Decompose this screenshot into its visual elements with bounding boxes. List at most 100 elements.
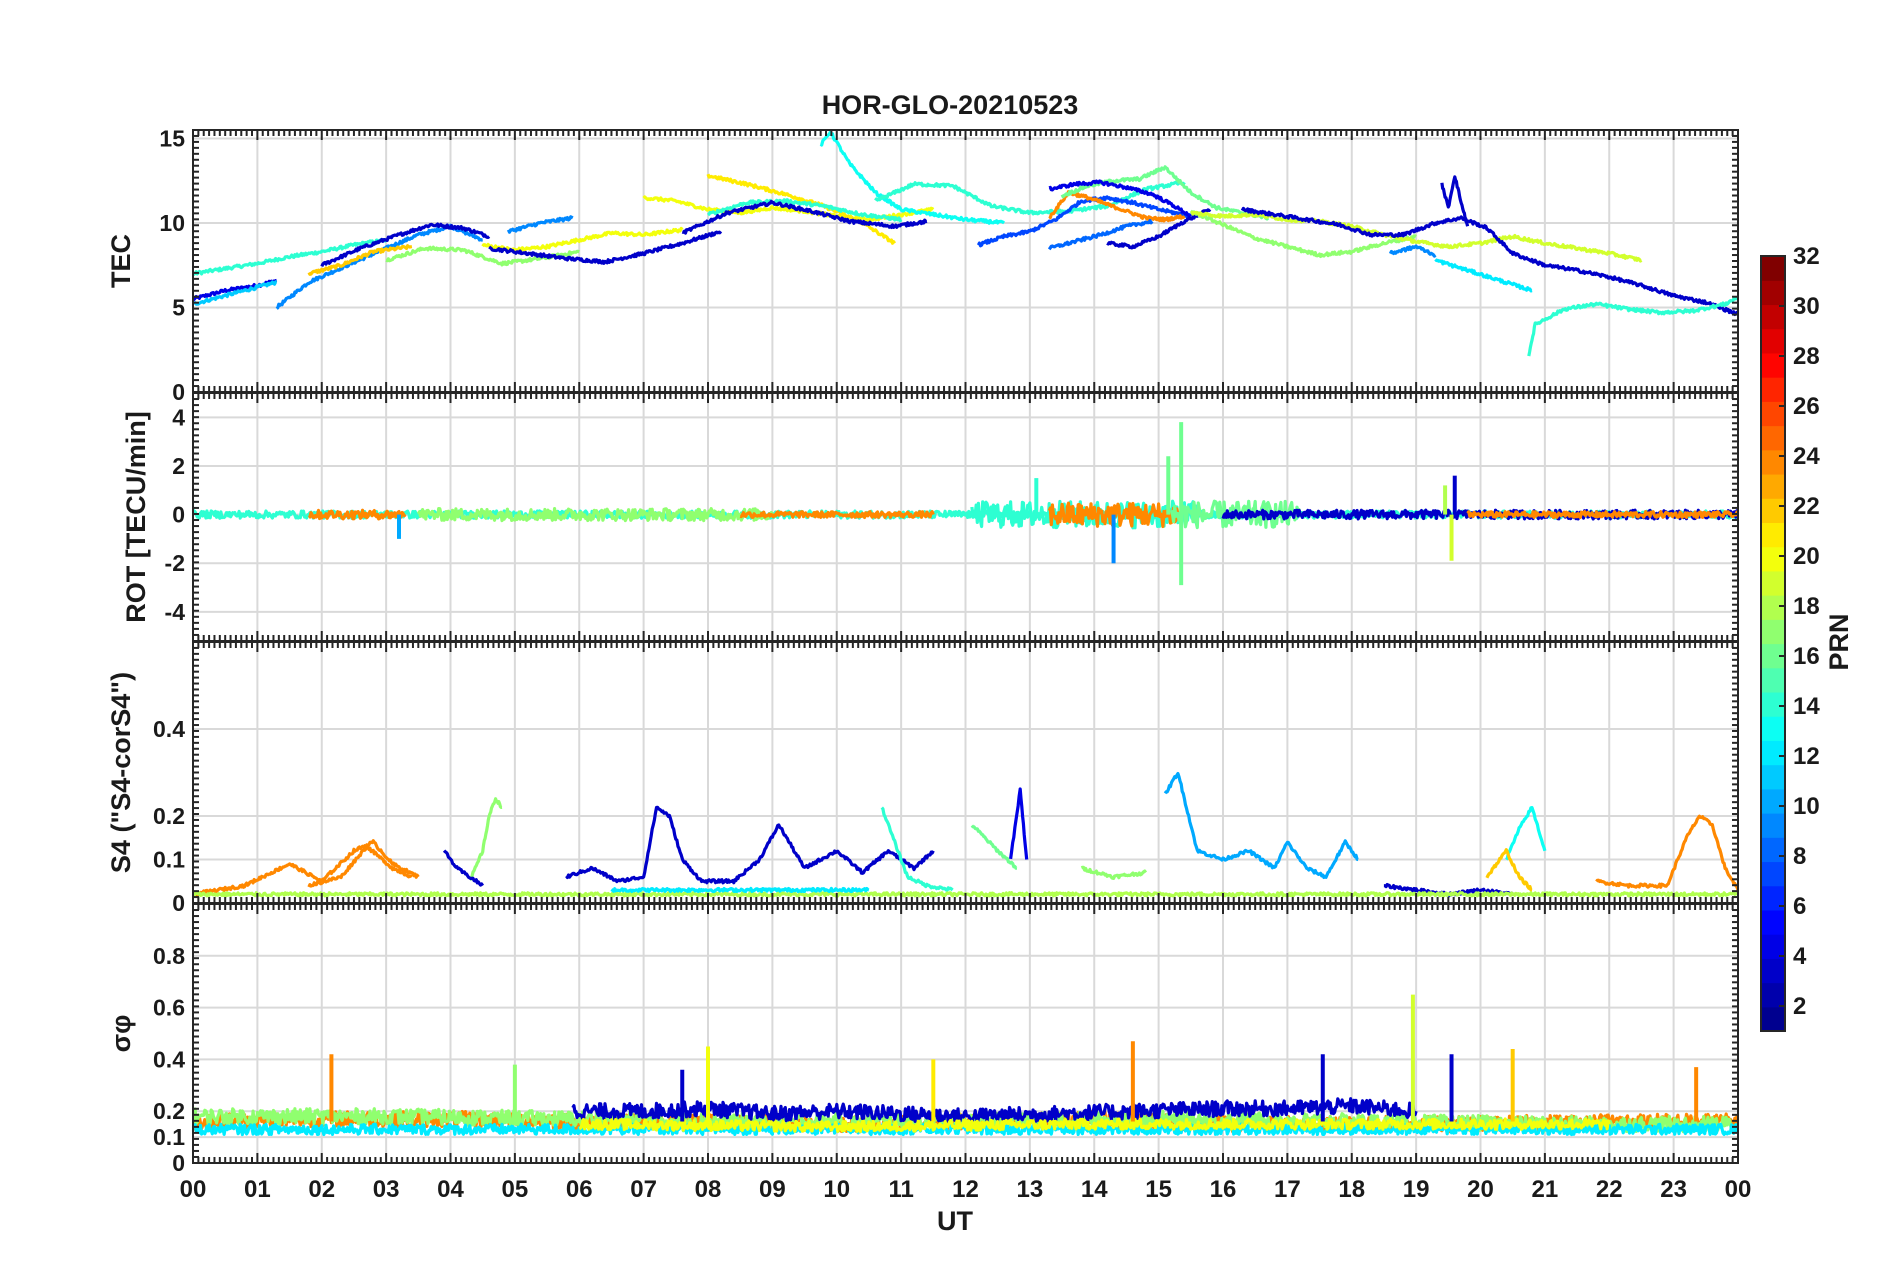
colorbar-segment — [1761, 522, 1785, 548]
panel-tec-series-prn-22 — [307, 244, 413, 276]
panel-tec: 0 5 10 15 TEC — [106, 125, 1739, 405]
colorbar-segment — [1761, 788, 1785, 814]
panel-tec-series-prn-8 — [1047, 219, 1154, 251]
colorbar-tick-label: 6 — [1793, 893, 1806, 920]
panel-sigma-y-tick-label: 0.8 — [153, 943, 185, 969]
x-tick-label: 05 — [502, 1176, 529, 1203]
panel-s4-series-prn-24 — [307, 845, 413, 888]
colorbar-tick-label: 2 — [1793, 993, 1806, 1020]
x-tick-label: 21 — [1532, 1176, 1559, 1203]
colorbar-segment — [1761, 449, 1785, 475]
panel-tec-series-prn-19 — [1190, 210, 1643, 263]
panel-tec-series-prn-7 — [976, 195, 1193, 248]
x-axis-label: UT — [937, 1206, 973, 1236]
panel-rot-y-tick-label: -2 — [165, 550, 185, 576]
panel-s4-series-prn-24 — [1595, 814, 1738, 891]
colorbar-tick-label: 30 — [1793, 293, 1820, 320]
x-tick-label: 17 — [1274, 1176, 1301, 1203]
panel-tec-series-prn-17 — [1189, 209, 1417, 259]
panel-tec-series-prn-9 — [506, 215, 574, 234]
panel-tec-series-prn-14 — [1527, 296, 1738, 357]
panel-rot-series-prn-24 — [307, 508, 407, 521]
colorbar-segment — [1761, 982, 1785, 1008]
colorbar-tick-label: 28 — [1793, 343, 1820, 370]
x-tick-label: 09 — [759, 1176, 786, 1203]
colorbar-tick-label: 26 — [1793, 393, 1820, 420]
colorbar-segment — [1761, 619, 1785, 645]
x-tick-label: 02 — [308, 1176, 335, 1203]
colorbar-segment — [1761, 352, 1785, 378]
panel-rot-y-tick-label: 0 — [172, 502, 185, 528]
panel-s4-series-prn-16 — [970, 824, 1018, 870]
panel-tec-series-prn-3 — [1440, 175, 1470, 227]
x-tick-label: 06 — [566, 1176, 593, 1203]
x-tick-label: 16 — [1210, 1176, 1237, 1203]
panel-sigma-y-tick-label: 0.4 — [153, 1046, 185, 1072]
colorbar-label: PRN — [1824, 613, 1854, 670]
colorbar-segment — [1761, 570, 1785, 596]
colorbar-segment — [1761, 958, 1785, 984]
panel-tec-series-prn-3 — [488, 230, 723, 265]
panel-tec-series-prn-14 — [874, 180, 1186, 216]
colorbar-segment — [1761, 691, 1785, 717]
colorbar-segment — [1761, 595, 1785, 620]
panel-sigma-y-tick-label: 0.1 — [153, 1124, 185, 1150]
panel-s4-series-prn-3 — [442, 849, 485, 887]
colorbar-tick-label: 18 — [1793, 593, 1820, 620]
panel-sigma: 00.10.2 0.4 0.6 0.8 σφ — [106, 903, 1739, 1176]
panel-rot-series-prn-16 — [1169, 499, 1302, 530]
colorbar-tick-label: 22 — [1793, 493, 1820, 520]
panel-tec-series-prn-12 — [1434, 258, 1533, 293]
panel-tec-series-prn-11 — [193, 280, 278, 306]
panel-tec-y-tick-label: 15 — [159, 125, 185, 151]
x-tick-label: 01 — [244, 1176, 271, 1203]
colorbar-segment — [1761, 328, 1785, 354]
panel-sigma-y-axis-label: σφ — [106, 1015, 136, 1053]
panel-tec-series-prn-14 — [707, 198, 903, 223]
panel-s4-series-prn-17 — [468, 797, 503, 882]
colorbar-tick-label: 14 — [1793, 693, 1820, 720]
panel-tec-series-prn-14 — [193, 238, 388, 276]
colorbar-frame — [1760, 255, 1786, 1032]
panel-s4-y-tick-label: 0.2 — [153, 803, 185, 829]
x-tick-label: 08 — [695, 1176, 722, 1203]
colorbar-segment — [1761, 934, 1785, 959]
panel-s4-series-prn-17 — [1080, 865, 1148, 881]
panel-tec-series-prn-9 — [1388, 244, 1437, 258]
colorbar-segment — [1761, 280, 1785, 306]
panel-rot-series-prn-24 — [1047, 501, 1180, 529]
x-tick-label: 15 — [1145, 1176, 1172, 1203]
panel-s4-y-tick-label: 0.4 — [153, 716, 185, 742]
panel-sigma-series-prn-20 — [578, 1117, 1611, 1134]
panel-tec-series-prn-3 — [320, 222, 491, 268]
colorbar-tick-label: 12 — [1793, 743, 1820, 770]
panel-s4-series-prn-12 — [610, 886, 870, 894]
panel-sigma-series-prn-3 — [571, 1097, 1418, 1125]
colorbar-segment — [1761, 716, 1785, 741]
x-tick-label: 22 — [1596, 1176, 1623, 1203]
colorbar-segment — [1761, 740, 1785, 766]
colorbar-segment — [1761, 473, 1785, 499]
colorbar-tick-label: 16 — [1793, 643, 1820, 670]
panel-sigma-data — [193, 994, 1738, 1137]
panel-s4-y-tick-label: 0.1 — [153, 847, 185, 873]
x-tick-label: 14 — [1081, 1176, 1108, 1203]
colorbar-tick-label: 4 — [1793, 943, 1807, 970]
colorbar-segment — [1761, 256, 1785, 281]
panel-rot-series-prn-14 — [970, 499, 1199, 530]
panel-s4-y-tick-label: 0 — [172, 890, 185, 916]
panel-s4-y-axis-label: S4 ("S4-corS4") — [106, 672, 136, 873]
x-tick-label: 20 — [1467, 1176, 1494, 1203]
x-tick-label: 07 — [630, 1176, 657, 1203]
panel-tec-y-tick-label: 10 — [159, 210, 185, 236]
panel-rot-y-tick-label: -4 — [165, 599, 186, 625]
x-tick-label: 04 — [437, 1176, 464, 1203]
colorbar-tick-label: 8 — [1793, 843, 1806, 870]
panel-tec-y-axis-label: TEC — [106, 234, 136, 288]
colorbar-segment — [1761, 667, 1785, 693]
x-tick-label: 19 — [1403, 1176, 1430, 1203]
panel-s4: 0 0.1 0.2 0.4 S4 ("S4-corS4") — [106, 641, 1739, 916]
panel-tec-y-tick-label: 5 — [172, 294, 185, 320]
